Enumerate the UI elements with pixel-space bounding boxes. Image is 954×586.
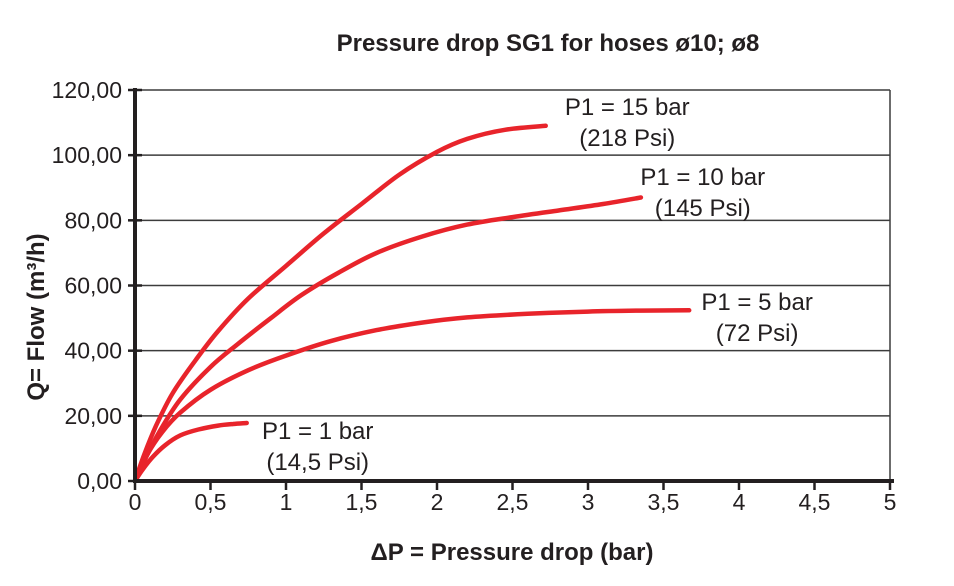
curve-p1-15-bar xyxy=(132,123,548,484)
x-tick-label: 2 xyxy=(431,489,444,515)
curve-p1-10-bar xyxy=(132,195,644,484)
label-p1-1-bar: P1 = 1 bar (14,5 Psi) xyxy=(262,418,373,476)
x-tick-label: 1,5 xyxy=(346,489,378,515)
y-tick-label: 40,00 xyxy=(64,338,122,364)
label-p1-5-bar: P1 = 5 bar (72 Psi) xyxy=(701,289,812,347)
x-tick-label: 5 xyxy=(884,489,897,515)
x-tick-label: 1 xyxy=(280,489,293,515)
x-tick-label: 4,5 xyxy=(799,489,831,515)
curve-p1-5-bar xyxy=(132,308,692,484)
x-tick-label: 0,5 xyxy=(195,489,227,515)
x-tick-label: 2,5 xyxy=(497,489,529,515)
y-tick-label: 0,00 xyxy=(77,468,122,494)
curve-p1-1-bar xyxy=(132,420,249,484)
y-tick-label: 80,00 xyxy=(64,207,122,233)
x-tick-label: 4 xyxy=(733,489,746,515)
y-tick-label: 100,00 xyxy=(52,142,122,168)
y-tick-label: 120,00 xyxy=(52,77,122,103)
x-tick-label: 3 xyxy=(582,489,595,515)
y-tick-label: 60,00 xyxy=(64,273,122,299)
x-tick-label: 3,5 xyxy=(648,489,680,515)
y-tick-label: 20,00 xyxy=(64,403,122,429)
x-tick-label: 0 xyxy=(129,489,142,515)
chart-title: Pressure drop SG1 for hoses ø10; ø8 xyxy=(336,30,760,57)
x-axis-title: ΔP = Pressure drop (bar) xyxy=(370,539,654,566)
label-p1-15-bar: P1 = 15 bar (218 Psi) xyxy=(565,94,690,152)
label-p1-10-bar: P1 = 10 bar (145 Psi) xyxy=(640,164,765,222)
